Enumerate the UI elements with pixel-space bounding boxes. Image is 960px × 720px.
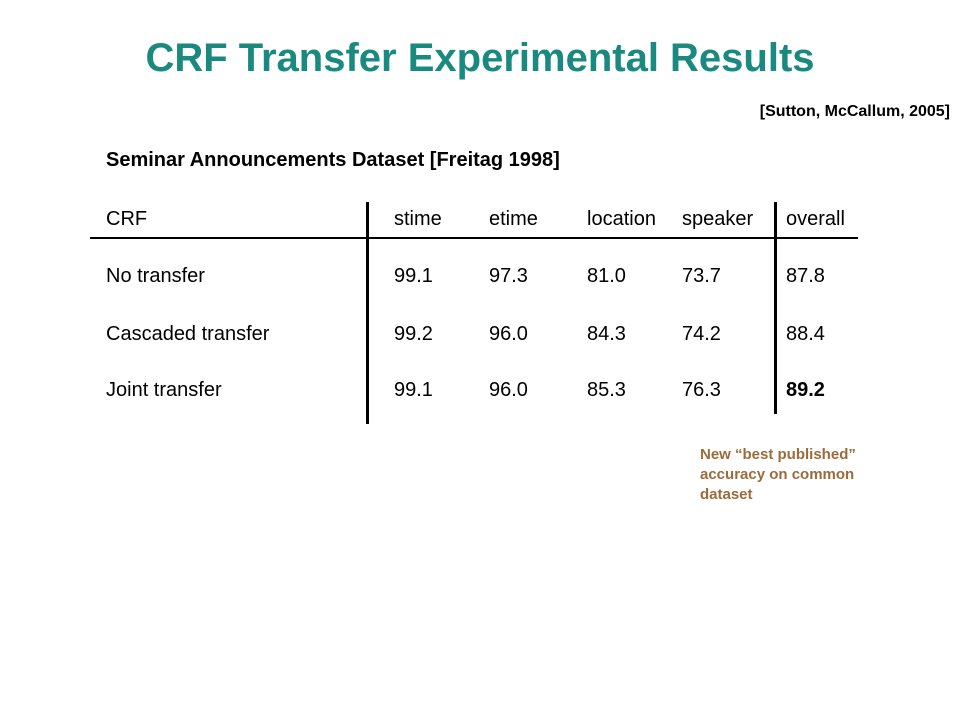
table-cell: 99.2 [394,323,433,345]
table-cell: 74.2 [682,323,721,345]
column-header-crf: CRF [106,208,148,230]
best-published-annotation: New “best published” accuracy on common … [700,446,856,503]
best-overall-value: 89.2 [786,379,825,401]
table-cell: 99.1 [394,379,433,401]
table-cell: 85.3 [587,379,626,401]
column-header-location: location [587,208,656,230]
table-cell: 87.8 [786,265,825,287]
row-label-no-transfer: No transfer [106,265,205,287]
table-cell: 99.1 [394,265,433,287]
slide-title: CRF Transfer Experimental Results [145,36,815,80]
table-cell: 73.7 [682,265,721,287]
column-header-stime: stime [394,208,442,230]
table-cell: 97.3 [489,265,528,287]
row-label-joint-transfer: Joint transfer [106,379,222,401]
table-cell: 96.0 [489,379,528,401]
table-cell: 81.0 [587,265,626,287]
overall-column-divider [774,202,777,414]
row-label-cascaded-transfer: Cascaded transfer [106,323,270,345]
table-cell: 84.3 [587,323,626,345]
table-cell: 76.3 [682,379,721,401]
table-cell: 96.0 [489,323,528,345]
citation: [Sutton, McCallum, 2005] [759,103,950,120]
column-header-overall: overall [786,208,845,230]
header-divider [90,237,858,239]
table-cell: 88.4 [786,323,825,345]
column-header-etime: etime [489,208,538,230]
dataset-heading: Seminar Announcements Dataset [Freitag 1… [106,149,560,171]
column-header-speaker: speaker [682,208,754,230]
label-column-divider [366,202,369,424]
